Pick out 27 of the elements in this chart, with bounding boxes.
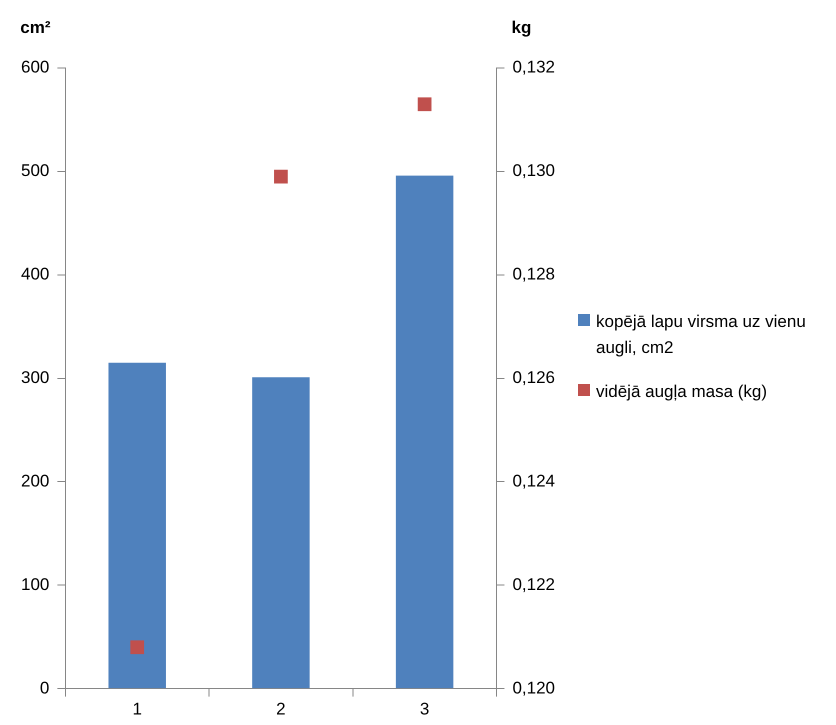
y2-tick-label: 0,122 bbox=[512, 574, 556, 594]
legend-label: kopējā lapu virsma uz vienu augli, cm2 bbox=[596, 310, 807, 358]
y-axis-title: cm² bbox=[20, 18, 51, 37]
y-tick-label: 600 bbox=[20, 58, 50, 77]
y2-axis-title: kg bbox=[512, 18, 532, 37]
y2-tick-label: 0,126 bbox=[512, 368, 556, 387]
y2-tick-label: 0,130 bbox=[512, 161, 556, 180]
x-tick-label: 1 bbox=[132, 699, 142, 718]
legend-label: vidējā augļa masa (kg) bbox=[596, 380, 768, 403]
bar bbox=[396, 176, 454, 688]
y2-tick-label: 0,120 bbox=[512, 678, 556, 698]
y-tick-label: 0 bbox=[40, 678, 50, 698]
y-tick-label: 500 bbox=[20, 161, 50, 180]
y2-tick-label: 0,124 bbox=[512, 471, 556, 490]
y-tick-label: 100 bbox=[20, 574, 50, 594]
y2-tick-label: 0,128 bbox=[512, 264, 556, 284]
bar bbox=[108, 362, 166, 688]
point bbox=[274, 170, 288, 184]
point bbox=[418, 97, 432, 112]
y2-tick-label: 0,132 bbox=[512, 58, 556, 77]
x-tick-label: 3 bbox=[420, 699, 430, 718]
x-tick-label: 2 bbox=[276, 699, 286, 718]
point bbox=[130, 640, 144, 654]
y-tick-label: 400 bbox=[20, 264, 50, 284]
bar bbox=[252, 377, 310, 688]
y-tick-label: 300 bbox=[20, 368, 50, 387]
y-tick-label: 200 bbox=[20, 471, 50, 490]
